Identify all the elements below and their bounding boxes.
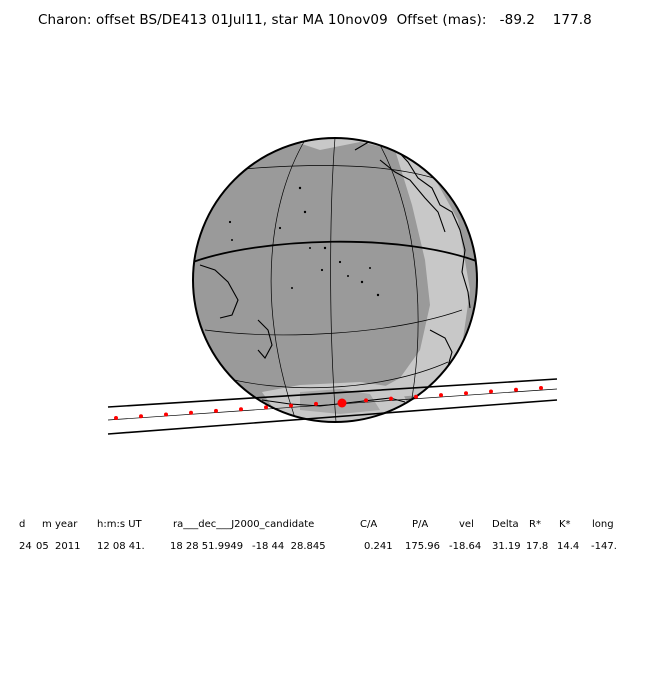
value-vel: -18.64 bbox=[449, 541, 482, 552]
value-delta: 31.19 bbox=[492, 541, 521, 552]
track-point bbox=[364, 398, 368, 403]
offset-y: 177.8 bbox=[552, 12, 592, 28]
track-point bbox=[514, 387, 518, 392]
header-radec: ra___dec___J2000_candidate bbox=[173, 519, 315, 530]
table-header: d m year h:m:s UT ra___dec___J2000_candi… bbox=[0, 519, 649, 533]
track-point bbox=[264, 405, 268, 410]
header-year: year bbox=[55, 519, 78, 530]
equator bbox=[193, 240, 477, 263]
header-day: d bbox=[19, 519, 26, 530]
track-point bbox=[289, 403, 293, 408]
offset-x: -89.2 bbox=[499, 12, 536, 28]
header-time: h:m:s UT bbox=[97, 519, 142, 530]
closest-approach-point bbox=[337, 398, 347, 408]
value-dec: -18 44 28.845 bbox=[252, 541, 326, 552]
value-month: 05 bbox=[36, 541, 49, 552]
value-year: 2011 bbox=[55, 541, 81, 552]
earth-disk bbox=[193, 138, 477, 422]
header-long: long bbox=[592, 519, 614, 530]
shadow-path bbox=[107, 378, 558, 435]
header-month: m bbox=[42, 519, 52, 530]
value-day: 24 bbox=[19, 541, 32, 552]
header-ca: C/A bbox=[360, 519, 378, 530]
header-delta: Delta bbox=[492, 519, 519, 530]
occultation-map bbox=[107, 137, 558, 435]
table-row: 24 05 2011 12 08 41. 18 28 51.9949 -18 4… bbox=[0, 541, 649, 555]
earth-limb bbox=[192, 137, 478, 423]
twilight-region bbox=[290, 138, 470, 400]
offset-label: Offset (mas): bbox=[396, 12, 487, 28]
value-ra: 18 28 51.9949 bbox=[170, 541, 244, 552]
track-points bbox=[114, 386, 543, 420]
shadow-north-limit bbox=[107, 378, 558, 408]
track-point bbox=[164, 412, 168, 417]
islands bbox=[228, 186, 380, 297]
track-point bbox=[314, 401, 318, 406]
track-point bbox=[414, 394, 418, 399]
track-point bbox=[389, 396, 393, 401]
header-pa: P/A bbox=[412, 519, 429, 530]
value-rstar: 17.8 bbox=[526, 541, 549, 552]
track-point bbox=[189, 410, 193, 415]
value-ca: 0.241 bbox=[364, 541, 393, 552]
plot-title: Charon: offset BS/DE413 01Jul11, star MA… bbox=[38, 12, 592, 28]
value-pa: 175.96 bbox=[405, 541, 440, 552]
track-point bbox=[239, 407, 243, 412]
value-long: -147. bbox=[591, 541, 617, 552]
track-point bbox=[489, 389, 493, 394]
value-kstar: 14.4 bbox=[557, 541, 580, 552]
header-rstar: R* bbox=[529, 519, 541, 530]
track-point bbox=[214, 408, 218, 413]
track-point bbox=[114, 416, 118, 420]
track-point bbox=[139, 414, 143, 419]
title-text: Charon: offset BS/DE413 01Jul11, star MA… bbox=[38, 12, 388, 28]
shadow-centerline bbox=[107, 388, 558, 421]
track-point bbox=[539, 386, 543, 390]
value-time: 12 08 41. bbox=[97, 541, 145, 552]
track-point bbox=[464, 391, 468, 396]
header-kstar: K* bbox=[559, 519, 571, 530]
track-point bbox=[439, 393, 443, 398]
earth-globe bbox=[192, 137, 478, 423]
header-vel: vel bbox=[459, 519, 474, 530]
shadow-south-limit bbox=[107, 399, 558, 435]
